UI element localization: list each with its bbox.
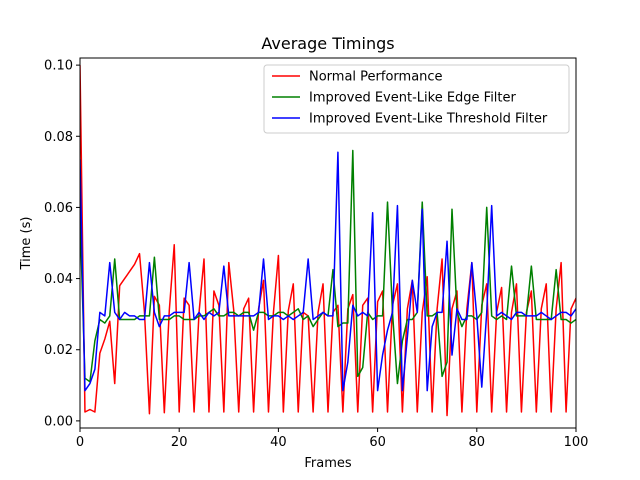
series-line-1	[80, 65, 576, 417]
y-tick-label: 0.06	[44, 201, 73, 216]
y-axis-label: Time (s)	[19, 217, 34, 271]
x-tick-label: 0	[76, 435, 84, 450]
legend-label-2: Improved Event-Like Edge Filter	[309, 91, 517, 106]
legend: Normal Performance Improved Event-Like Ed…	[263, 64, 570, 134]
y-tick-label: 0.10	[44, 59, 73, 74]
chart-title: Average Timings	[261, 34, 394, 53]
x-axis-label: Frames	[304, 456, 352, 471]
y-tick-label: 0.08	[44, 130, 73, 145]
legend-label-1: Normal Performance	[309, 70, 443, 85]
legend-box	[263, 64, 570, 134]
y-tick-label: 0.02	[44, 343, 73, 358]
y-tick-label: 0.00	[44, 414, 73, 429]
x-tick-label: 40	[270, 435, 287, 450]
x-tick-label: 20	[171, 435, 188, 450]
plot-lines	[80, 65, 576, 417]
x-tick-label: 60	[369, 435, 386, 450]
axes-frame	[79, 57, 577, 429]
series-line-3	[80, 151, 576, 392]
x-tick-label: 80	[469, 435, 486, 450]
x-tick-label: 100	[564, 435, 589, 450]
legend-items: Normal Performance Improved Event-Like Ed…	[272, 70, 548, 127]
x-axis-ticks: 0 20 40 60 80 100	[76, 428, 589, 450]
legend-label-3: Improved Event-Like Threshold Filter	[309, 112, 548, 127]
y-tick-label: 0.04	[44, 272, 73, 287]
y-axis-ticks: 0.00 0.02 0.04 0.06 0.08 0.10	[44, 59, 80, 429]
